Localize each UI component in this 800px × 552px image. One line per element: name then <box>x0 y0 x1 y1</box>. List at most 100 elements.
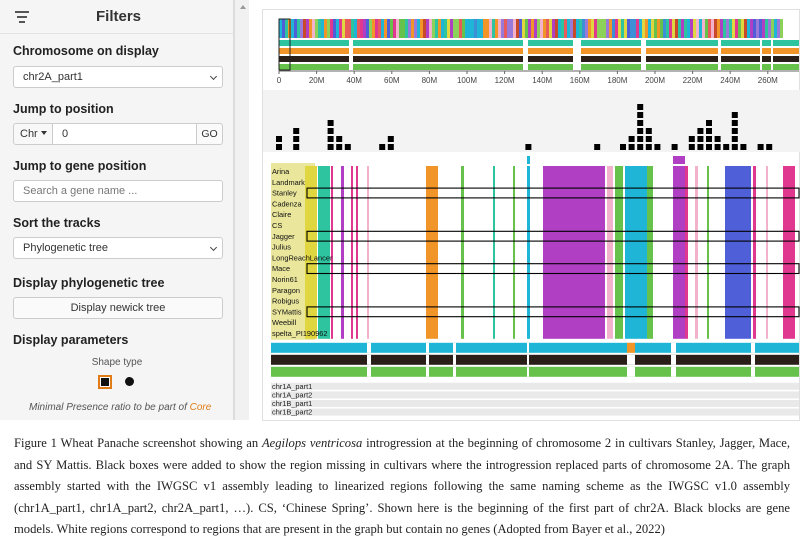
density-block <box>637 144 644 150</box>
overview-strip <box>486 19 489 38</box>
band-gap <box>627 354 635 365</box>
overview-strip <box>579 19 582 38</box>
overview-strip <box>594 19 597 38</box>
axis-tick-label: 0 <box>277 76 282 85</box>
overview-strip <box>525 19 528 38</box>
filters-title: Filters <box>96 8 142 25</box>
overview-strip <box>282 19 285 38</box>
density-block <box>645 144 652 150</box>
overview-strip <box>582 19 585 38</box>
overview-strip <box>324 19 327 38</box>
axis-tick-label: 100M <box>457 76 477 85</box>
chr-dropdown[interactable]: Chr <box>13 123 53 145</box>
density-block <box>336 136 343 142</box>
gene-jump-label: Jump to gene position <box>13 159 147 173</box>
overview-strip <box>435 19 438 38</box>
band-gap <box>453 354 456 365</box>
overview-strip <box>708 19 711 38</box>
gene-search-input[interactable]: Search a gene name ... <box>13 180 223 202</box>
overview-strip <box>606 19 609 38</box>
figure-caption: Figure 1 Wheat Panache screenshot showin… <box>14 433 790 541</box>
overview-strip <box>768 19 771 38</box>
core-link[interactable]: Core <box>189 402 212 413</box>
density-block <box>688 136 695 142</box>
overview-strip <box>693 19 696 38</box>
overview-strip <box>759 19 762 38</box>
chr-dropdown-label: Chr <box>20 128 38 140</box>
density-block <box>637 104 644 110</box>
density-block <box>379 144 386 150</box>
overview-strip <box>636 19 639 38</box>
overview-strip <box>507 19 510 38</box>
sequence-block <box>426 166 438 339</box>
overview-strip <box>618 19 621 38</box>
band-gap <box>671 354 676 365</box>
scroll-up-icon[interactable] <box>240 5 246 9</box>
overview-gap <box>349 56 353 62</box>
overview-strip <box>327 19 330 38</box>
sequence-block <box>356 166 358 339</box>
min-presence-text: Minimal Presence ratio to be part of <box>29 402 187 413</box>
gene-search-placeholder: Search a gene name ... <box>23 185 138 197</box>
track-label: Julius <box>272 243 291 252</box>
overview-strip <box>585 19 588 38</box>
density-block <box>714 144 721 150</box>
filters-panel: Filters Chromosome on display chr2A_part… <box>0 0 234 420</box>
overview-strip <box>342 19 345 38</box>
go-button[interactable]: GO <box>196 123 223 145</box>
sequence-block <box>513 166 515 339</box>
overview-gap <box>771 56 773 62</box>
sort-select[interactable]: Phylogenetic tree <box>13 237 223 259</box>
density-block <box>637 136 644 142</box>
overview-strip <box>318 19 321 38</box>
overview-strip <box>351 19 354 38</box>
overview-strip <box>600 19 603 38</box>
chromosome-select[interactable]: chr2A_part1 <box>13 66 223 88</box>
track-label: CS <box>272 221 282 230</box>
density-block <box>336 144 343 150</box>
overview-strip <box>573 19 576 38</box>
overview-strip <box>720 19 723 38</box>
overview-strip <box>393 19 396 38</box>
overview-gap <box>771 40 773 46</box>
newick-button[interactable]: Display newick tree <box>13 297 223 319</box>
overview-strip <box>555 19 558 38</box>
band-gap <box>527 354 529 365</box>
position-input[interactable]: 0 <box>52 123 197 145</box>
panel-scrollbar[interactable] <box>234 0 249 420</box>
sample-band <box>271 366 799 377</box>
overview-gap <box>771 48 773 54</box>
overview-strip <box>771 19 774 38</box>
overview-strip <box>291 19 294 38</box>
min-presence-label: Minimal Presence ratio to be part of Cor… <box>29 402 211 413</box>
axis-tick-label: 260M <box>758 76 778 85</box>
density-block <box>637 128 644 134</box>
menu-icon[interactable] <box>15 11 29 23</box>
overview-strip <box>303 19 306 38</box>
params-label: Display parameters <box>13 333 129 347</box>
overview-strip <box>570 19 573 38</box>
overview-strip <box>456 19 459 38</box>
circle-shape-icon[interactable] <box>125 377 134 386</box>
overview-strip <box>561 19 564 38</box>
overview-strip <box>597 19 600 38</box>
sequence-block <box>607 166 613 339</box>
overview-strip <box>615 19 618 38</box>
overview-gap <box>760 56 762 62</box>
density-block <box>628 144 635 150</box>
phylo-label: Display phylogenetic tree <box>13 276 165 290</box>
chromosome-label: Chromosome on display <box>13 44 159 58</box>
overview-strip <box>543 19 546 38</box>
chromosome-row-bg <box>271 400 799 407</box>
overview-strip <box>495 19 498 38</box>
overview-strip <box>669 19 672 38</box>
overview-strip <box>774 19 777 38</box>
position-value: 0 <box>62 128 69 140</box>
overview-strip <box>762 19 765 38</box>
square-shape-icon[interactable] <box>98 375 112 389</box>
density-block <box>654 144 661 150</box>
overview-gap <box>573 40 581 46</box>
overview-gap <box>349 40 353 46</box>
density-block <box>293 136 300 142</box>
overview-strip <box>519 19 522 38</box>
